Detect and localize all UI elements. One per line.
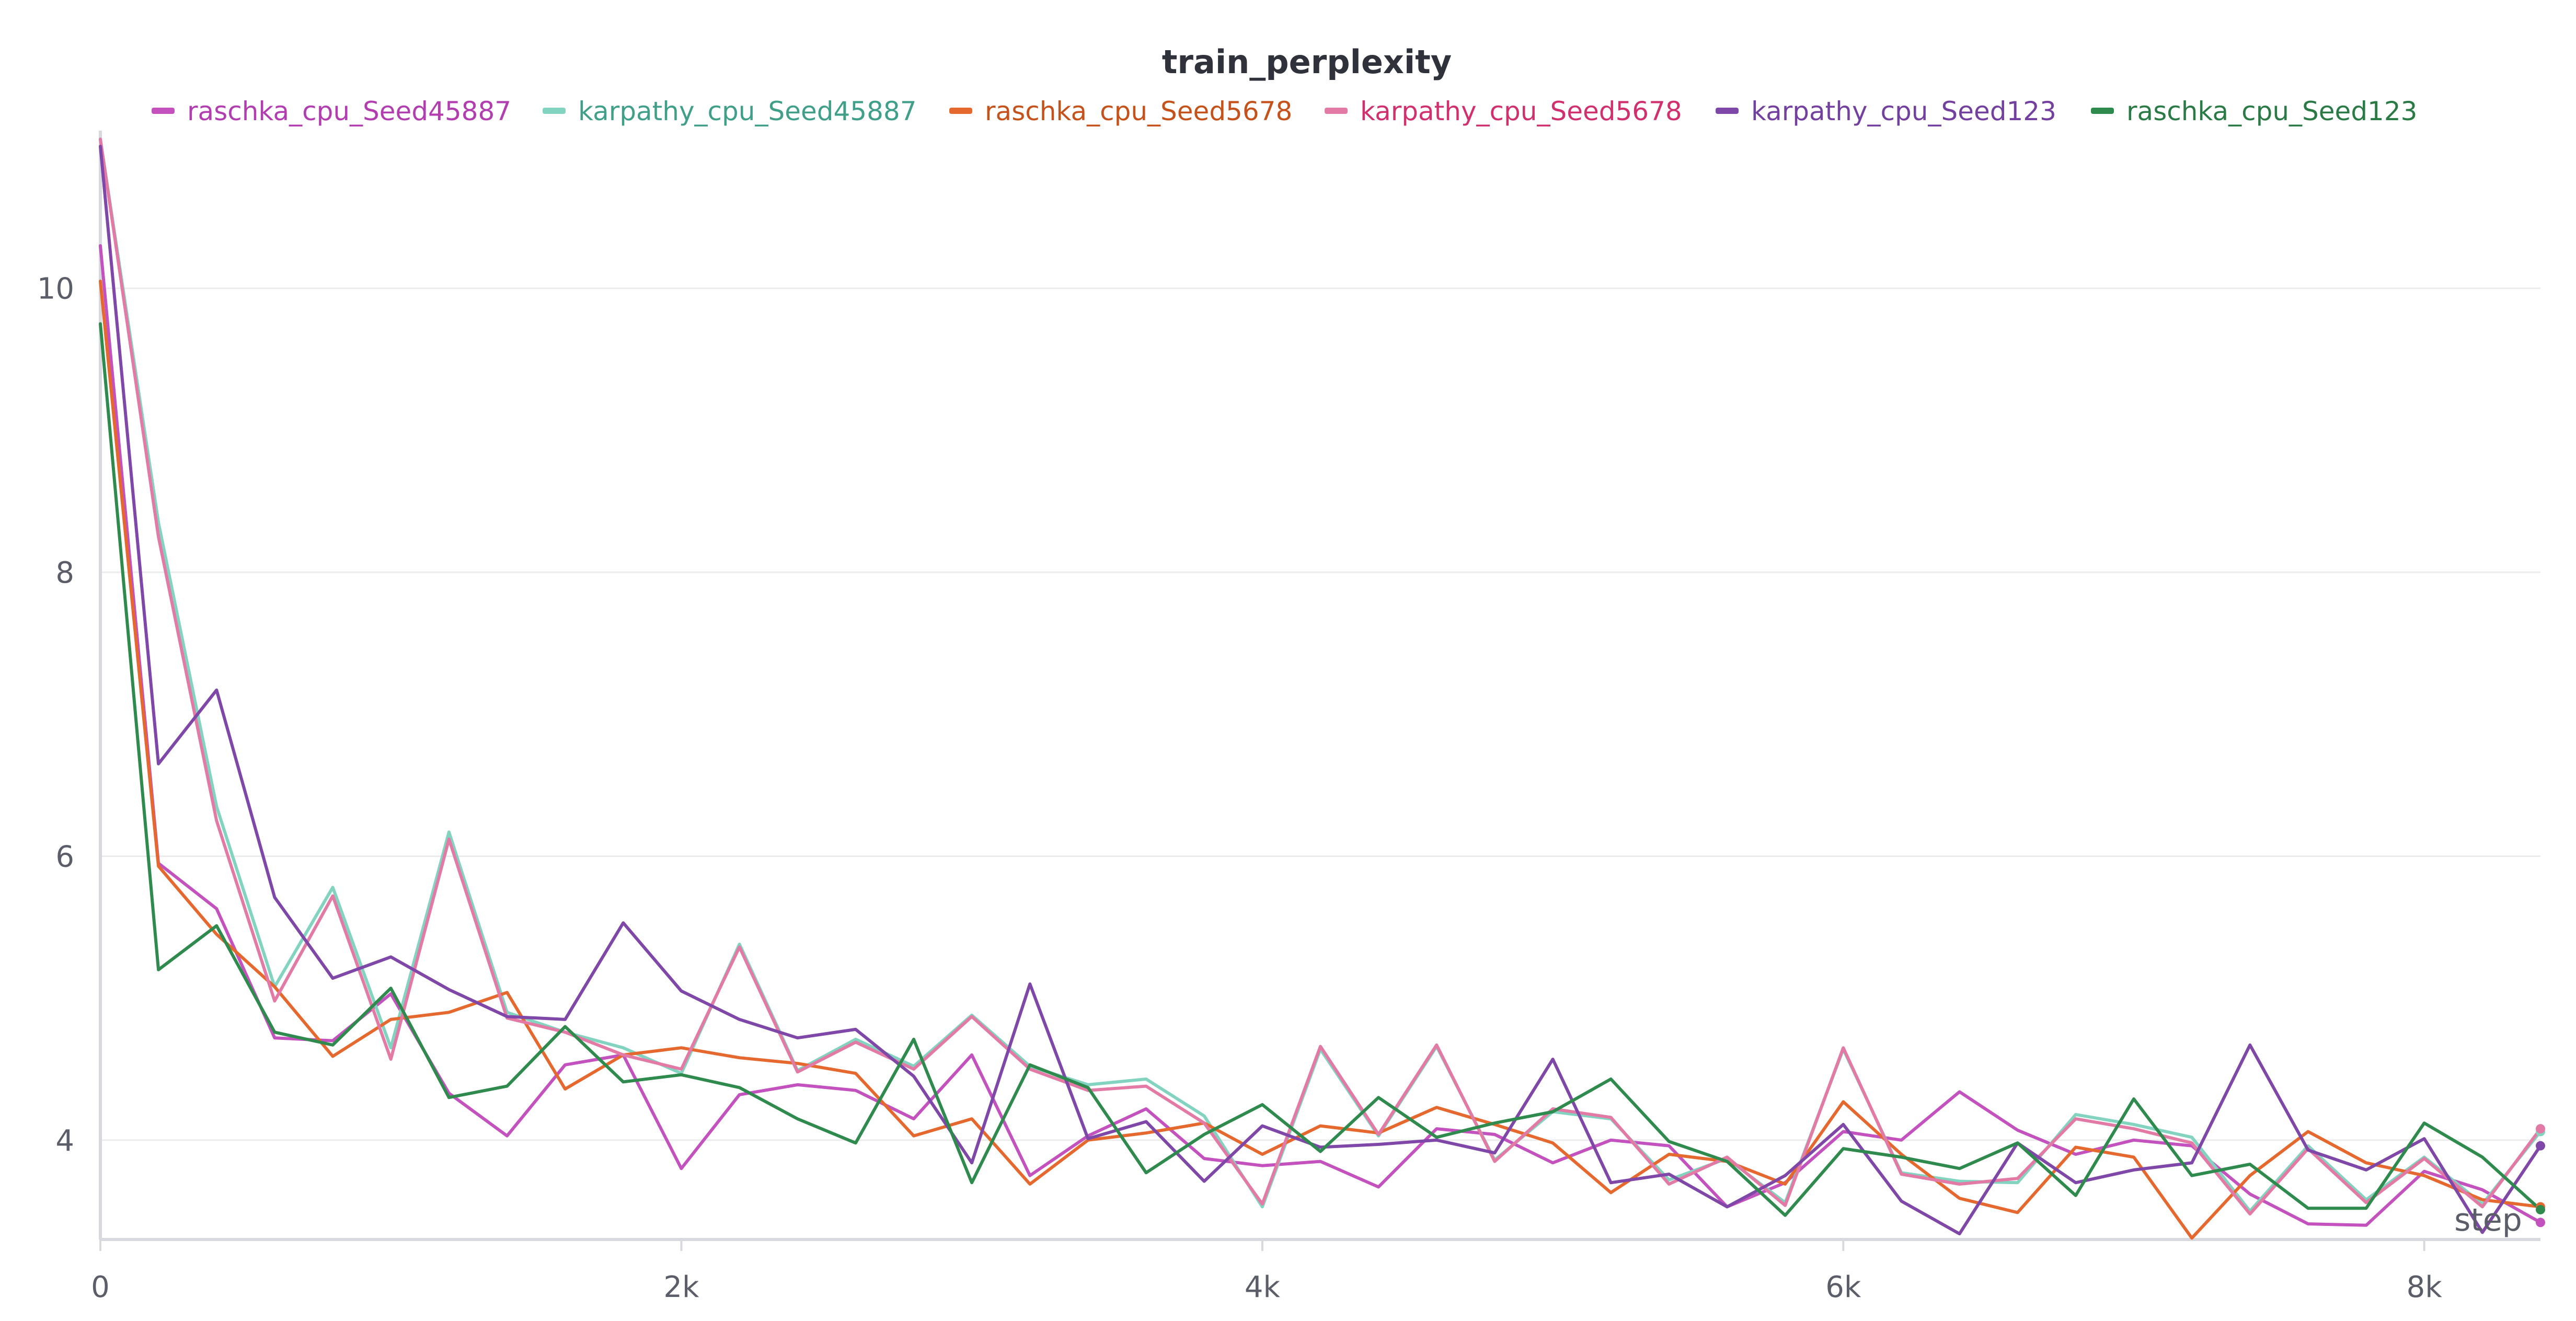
series-endpoint-raschka_cpu_Seed45887 bbox=[2536, 1218, 2545, 1227]
legend-swatch bbox=[2091, 108, 2114, 114]
legend-swatch bbox=[152, 108, 175, 114]
series-endpoint-karpathy_cpu_Seed123 bbox=[2536, 1141, 2545, 1151]
legend-item: karpathy_cpu_Seed123 bbox=[1716, 96, 2056, 126]
x-tick-label: 0 bbox=[91, 1270, 110, 1304]
series-line-raschka_cpu_Seed123 bbox=[99, 322, 2542, 1217]
legend-item: raschka_cpu_Seed45887 bbox=[152, 96, 511, 126]
axes: 4 6 8 10 0 2k 4k 6k 8k bbox=[37, 131, 2540, 1304]
x-tick-label: 2k bbox=[663, 1270, 699, 1304]
legend-swatch bbox=[949, 108, 972, 114]
legend-swatch bbox=[1716, 108, 1739, 114]
legend-label: raschka_cpu_Seed123 bbox=[2126, 96, 2418, 126]
legend-label: karpathy_cpu_Seed5678 bbox=[1360, 96, 1682, 126]
legend-swatch bbox=[543, 108, 566, 114]
x-tick-label: 6k bbox=[1825, 1270, 1861, 1304]
y-tick-label: 6 bbox=[55, 840, 74, 874]
plot-area bbox=[99, 137, 2542, 1240]
series-endpoint-karpathy_cpu_Seed5678 bbox=[2536, 1124, 2545, 1134]
y-tick-label: 4 bbox=[55, 1124, 74, 1158]
series-line-raschka_cpu_Seed5678 bbox=[99, 280, 2542, 1240]
legend-item: raschka_cpu_Seed123 bbox=[2091, 96, 2418, 126]
x-axis-label: step bbox=[2454, 1202, 2522, 1238]
series-line-raschka_cpu_Seed45887 bbox=[99, 244, 2542, 1227]
y-tick-label: 10 bbox=[37, 272, 74, 306]
legend-item: karpathy_cpu_Seed45887 bbox=[543, 96, 917, 126]
legend-label: karpathy_cpu_Seed123 bbox=[1751, 96, 2056, 126]
legend-label: raschka_cpu_Seed45887 bbox=[187, 96, 511, 126]
y-tick-label: 8 bbox=[55, 556, 74, 590]
legend-item: raschka_cpu_Seed5678 bbox=[949, 96, 1292, 126]
series-line-karpathy_cpu_Seed123 bbox=[99, 145, 2542, 1236]
legend: raschka_cpu_Seed45887 karpathy_cpu_Seed45… bbox=[152, 96, 2418, 126]
x-tick-label: 8k bbox=[2407, 1270, 2443, 1304]
legend-label: karpathy_cpu_Seed45887 bbox=[578, 96, 917, 126]
series-endpoint-raschka_cpu_Seed123 bbox=[2536, 1204, 2545, 1214]
x-tick-label: 4k bbox=[1245, 1270, 1281, 1304]
legend-swatch bbox=[1325, 108, 1348, 114]
legend-label: raschka_cpu_Seed5678 bbox=[985, 96, 1292, 126]
series-endpoints bbox=[2536, 1124, 2545, 1227]
legend-item: karpathy_cpu_Seed5678 bbox=[1325, 96, 1682, 126]
chart-title: train_perplexity bbox=[1162, 43, 1452, 81]
